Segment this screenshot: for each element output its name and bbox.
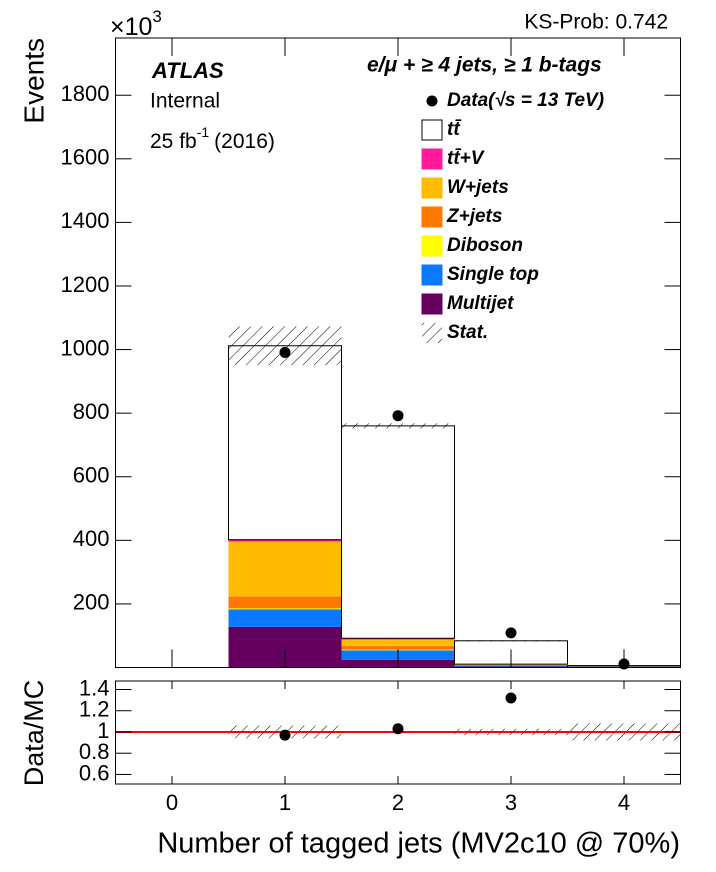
x-tick-label: 1 [279,790,291,815]
stack-segment [228,608,342,610]
y-tick-label: 800 [73,399,110,424]
y-tick-label: 600 [73,463,110,488]
status: Internal [150,90,220,113]
y-tick-label: 1200 [61,272,110,297]
ratio-point [392,723,404,735]
lumi-text: 25 fb [150,130,197,153]
x-tick-label: 3 [505,790,517,815]
stat-band [228,326,342,366]
legend-label: Data(√s = 13 TeV) [447,90,604,111]
y-tick-label: 200 [73,590,110,615]
legend-swatch [421,206,443,228]
ratio-y-tick-label: 1 [97,718,109,743]
y-tick-label: 400 [73,526,110,551]
legend-swatch [422,323,442,343]
data-point [505,627,517,639]
legend-label: Stat. [447,322,488,343]
ratio-y-tick-label: 1.4 [79,675,110,700]
y-tick-label: 1600 [61,145,110,170]
stack-segment [341,425,455,639]
legend-label: tt̄+V [447,148,485,169]
stat-band [341,423,455,429]
y-multiplier: ×103 [110,7,162,40]
stat-band [454,640,568,642]
multiplier-exponent: 3 [152,7,161,26]
lumi-exponent: -1 [197,124,210,140]
legend-label: tt̄ [447,119,462,140]
y-tick-label: 1400 [61,208,110,233]
channel: e/μ + ≥ 4 jets, ≥ 1 b-tags [367,54,602,77]
x-tick-label: 2 [392,790,404,815]
x-tick-label: 4 [618,790,630,815]
x-axis-label: Number of tagged jets (MV2c10 @ 70%) [157,828,680,860]
y-tick-label: 1000 [61,335,110,360]
lumi-period: (2016) [214,130,275,153]
x-tick-label: 0 [166,790,178,815]
legend-label: Diboson [447,235,523,256]
legend-label: Z+jets [446,206,502,227]
stack-segment [341,639,455,646]
stack-segment [228,539,342,542]
stack-segment [341,638,455,640]
ratio-y-tick-label: 0.8 [79,739,110,764]
experiment: ATLAS [151,58,224,83]
ratio-y-tick-label: 0.6 [79,760,110,785]
stack-segment [228,345,342,541]
legend-swatch [421,177,443,199]
ks-prob: KS-Prob: 0.742 [524,11,668,34]
legend-label: W+jets [447,177,509,198]
stack-segment [228,541,342,597]
legend-swatch [421,119,443,141]
data-point [279,346,291,358]
legend-swatch [421,148,443,170]
ratio-y-tick-label: 1.2 [79,697,110,722]
multiplier-base: ×10 [110,13,152,41]
stack-segment [228,596,342,609]
ratio-point [505,692,517,704]
legend-label: Multijet [447,293,514,314]
legend-label: Single top [447,264,539,285]
legend-swatch [421,235,443,257]
y-tick-label: 1800 [61,81,110,106]
stack-segment [341,645,455,650]
data-point [392,410,404,422]
y-axis-label: Events [18,38,49,124]
legend-marker [426,95,438,107]
legend-swatch [421,264,443,286]
lumi: 25 fb-1 (2016) [150,124,275,153]
ratio-point [279,729,291,741]
legend-swatch [421,293,443,315]
stack-segment [228,609,342,627]
ratio-y-label: Data/MC [19,680,49,787]
